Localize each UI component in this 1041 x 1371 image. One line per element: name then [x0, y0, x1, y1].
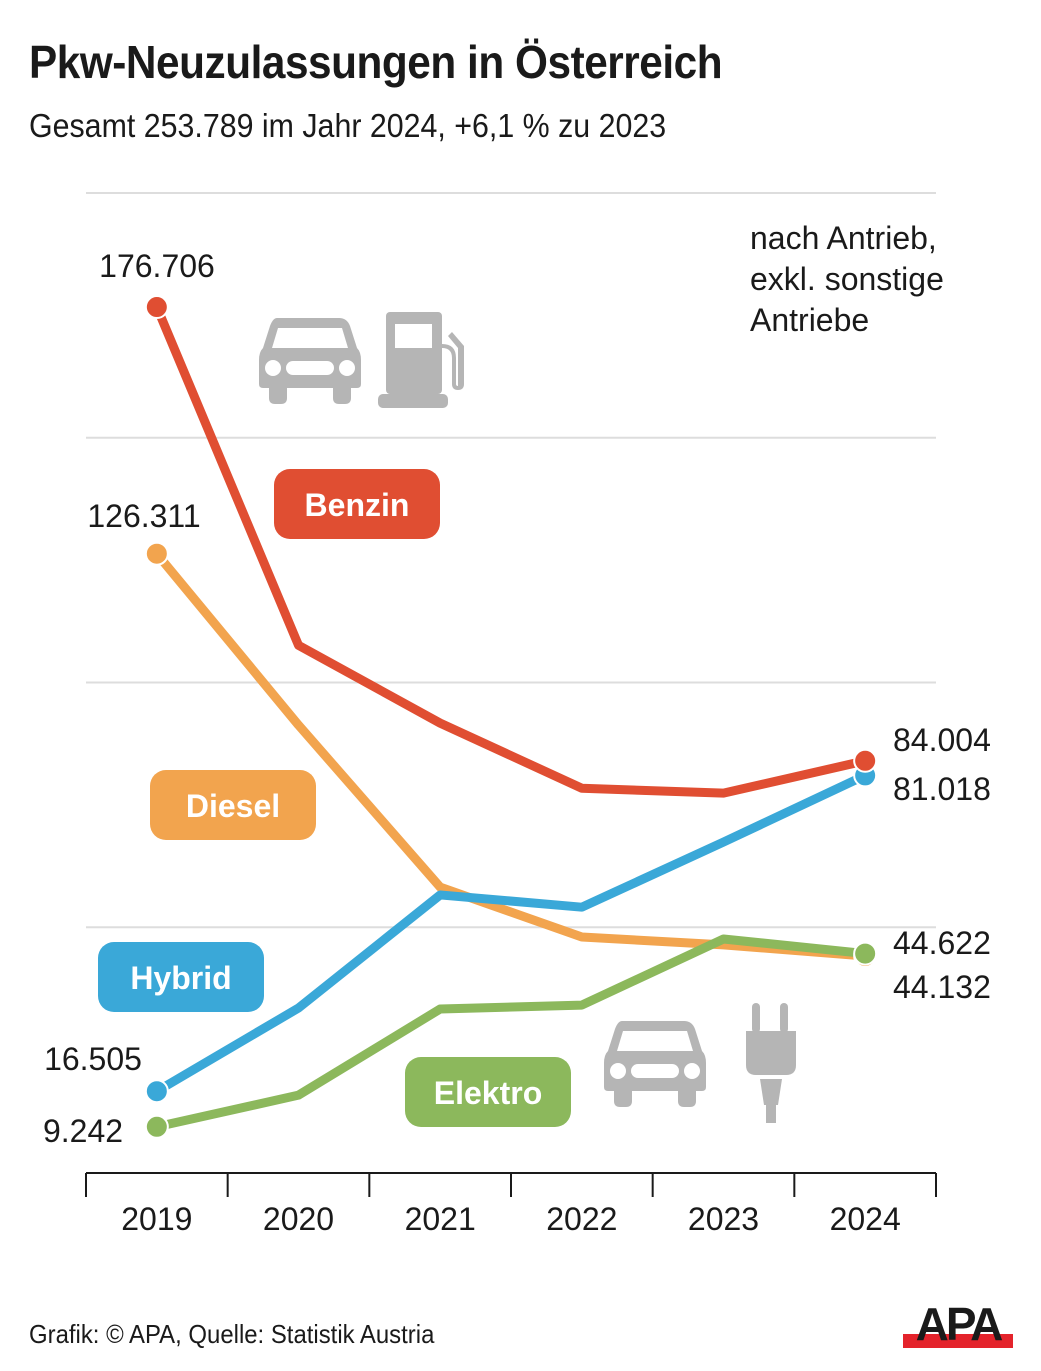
x-tick-label: 2019 — [121, 1201, 192, 1237]
car-icon — [604, 1021, 706, 1107]
value-label-benzin-2019: 176.706 — [99, 248, 215, 284]
legend-label-benzin: Benzin — [305, 487, 410, 523]
value-label-diesel-2019: 126.311 — [87, 498, 200, 534]
x-axis: 2019 2020 2021 2022 2023 2024 — [85, 1172, 937, 1237]
data-point-benzin — [853, 748, 878, 773]
value-label-hybrid-2019: 16.505 — [44, 1041, 142, 1077]
legend-label-diesel: Diesel — [186, 788, 280, 824]
data-point-elektro — [853, 941, 878, 966]
x-tick-label: 2024 — [830, 1201, 901, 1237]
legend-label-elektro: Elektro — [434, 1075, 542, 1111]
annotation-line: nach Antrieb, — [750, 220, 937, 256]
data-point-diesel — [144, 541, 169, 566]
chart-annotation: nach Antrieb, exkl. sonstige Antriebe — [750, 218, 944, 341]
x-tick-label: 2021 — [405, 1201, 476, 1237]
series-line-elektro — [155, 934, 866, 1132]
series-line-diesel — [153, 550, 866, 961]
legend-pill-diesel: Diesel — [150, 770, 316, 840]
source-credit: Grafik: © APA, Quelle: Statistik Austria — [29, 1319, 435, 1349]
data-point-benzin — [144, 295, 169, 320]
data-point-hybrid — [144, 1079, 169, 1104]
apa-logo: APA — [903, 1300, 1013, 1350]
legend-pill-hybrid: Hybrid — [98, 942, 264, 1012]
data-point-elektro — [144, 1114, 169, 1139]
series-line-hybrid — [154, 771, 868, 1096]
x-tick-label: 2020 — [263, 1201, 334, 1237]
legend-pill-benzin: Benzin — [274, 469, 440, 539]
legend-label-hybrid: Hybrid — [130, 960, 231, 996]
value-label-elektro-2019: 9.242 — [43, 1113, 123, 1149]
chart-subtitle: Gesamt 253.789 im Jahr 2024, +6,1 % zu 2… — [29, 107, 667, 144]
series-lines — [144, 295, 878, 1139]
value-label-diesel-2024: 44.132 — [893, 969, 991, 1005]
value-label-elektro-2024: 44.622 — [893, 925, 991, 961]
x-tick-label: 2023 — [688, 1201, 759, 1237]
plug-icon — [746, 1003, 796, 1123]
fuel-pump-icon — [378, 312, 464, 408]
annotation-line: exkl. sonstige — [750, 261, 944, 297]
chart-title: Pkw-Neuzulassungen in Österreich — [29, 36, 723, 88]
gridlines — [86, 192, 936, 929]
annotation-line: Antriebe — [750, 302, 870, 338]
apa-logo-text: APA — [916, 1300, 1002, 1350]
legend-pill-elektro: Elektro — [405, 1057, 571, 1127]
value-label-hybrid-2024: 81.018 — [893, 771, 991, 807]
value-label-benzin-2024: 84.004 — [893, 722, 991, 758]
car-icon — [259, 318, 361, 404]
series-line-benzin — [152, 305, 867, 798]
x-tick-label: 2022 — [546, 1201, 617, 1237]
